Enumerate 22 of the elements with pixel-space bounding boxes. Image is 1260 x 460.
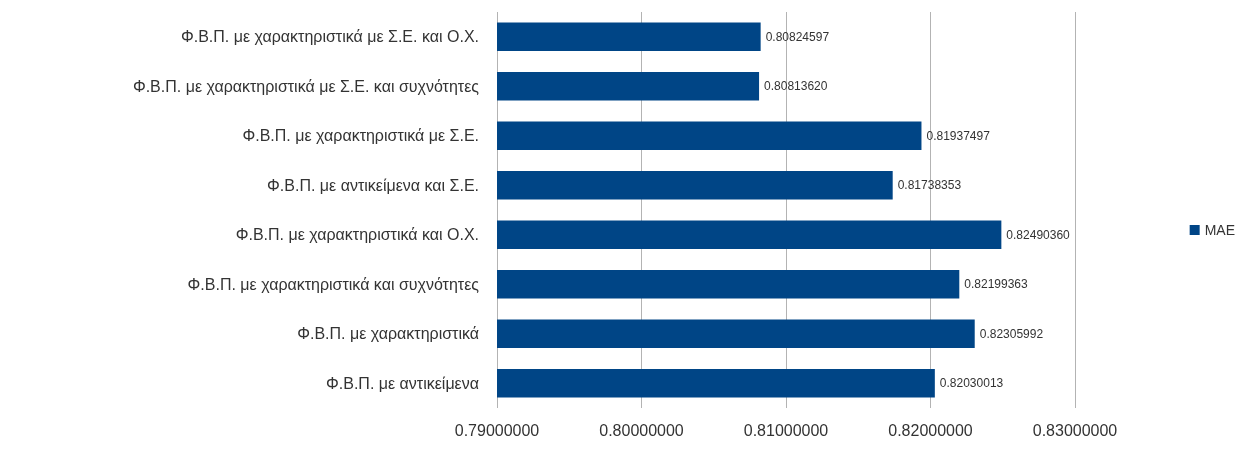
data-label: 0.80824597 bbox=[765, 29, 830, 44]
x-tick-label: 0.82000000 bbox=[888, 421, 973, 439]
data-label: 0.82199363 bbox=[964, 277, 1029, 292]
y-tick-label: Φ.Β.Π. με χαρακτηριστικά με Σ.Ε. και Ο.Χ. bbox=[180, 28, 479, 46]
data-label: 0.80813620 bbox=[764, 79, 828, 94]
y-tick-label: Φ.Β.Π. με χαρακτηριστικά με Σ.Ε. και συχνότητες bbox=[132, 77, 480, 95]
data-label: 0.82030013 bbox=[939, 376, 1004, 391]
y-tick-label: Φ.Β.Π. με αντικείμενα bbox=[326, 374, 479, 392]
y-tick-label: Φ.Β.Π. με χαρακτηριστικά και συχνότητες bbox=[187, 275, 480, 293]
legend-label: MAE bbox=[1204, 222, 1236, 238]
data-label: 0.81738353 bbox=[897, 178, 962, 193]
x-tick-label: 0.81000000 bbox=[743, 421, 829, 439]
y-tick-label: Φ.Β.Π. με χαρακτηριστικά με Σ.Ε. bbox=[242, 127, 479, 145]
y-tick-label: Φ.Β.Π. με χαρακτηριστικά και Ο.Χ. bbox=[235, 226, 479, 244]
x-tick-label: 0.79000000 bbox=[454, 421, 540, 439]
data-label: 0.82490360 bbox=[1006, 227, 1071, 242]
data-label: 0.82305992 bbox=[979, 326, 1044, 341]
data-label: 0.81937497 bbox=[926, 128, 991, 143]
x-tick-label: 0.83000000 bbox=[1032, 421, 1118, 439]
x-tick-label: 0.80000000 bbox=[599, 421, 684, 439]
y-tick-label: Φ.Β.Π. με αντικείμενα και Σ.Ε. bbox=[267, 176, 479, 194]
y-tick-label: Φ.Β.Π. με χαρακτηριστικά bbox=[297, 325, 479, 343]
